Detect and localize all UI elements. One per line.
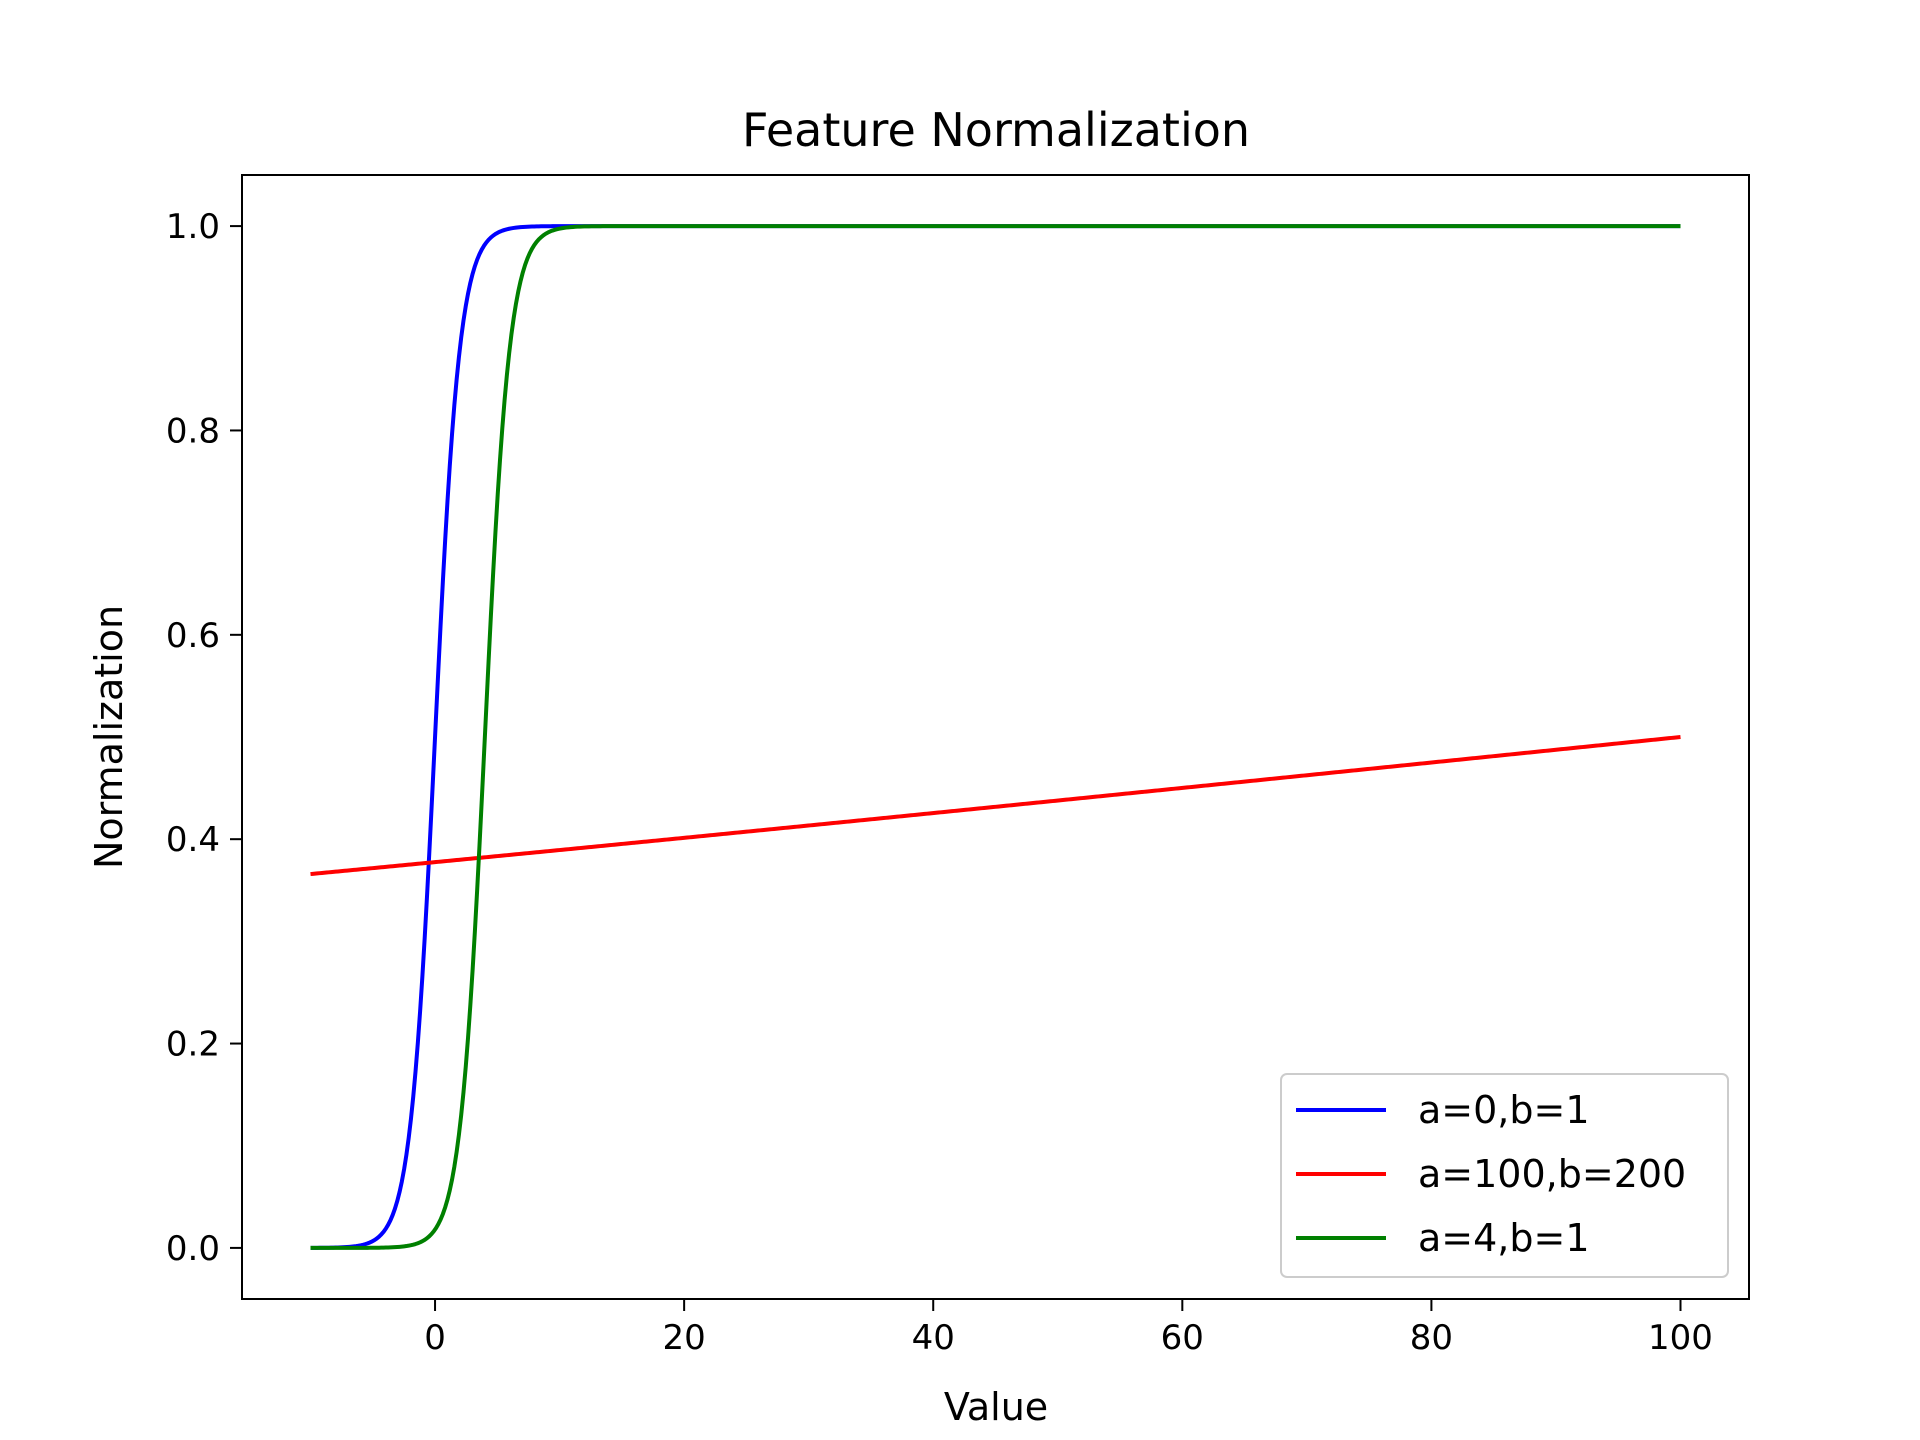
x-axis-label: Value <box>944 1385 1048 1429</box>
y-axis-label: Normalization <box>87 605 131 869</box>
legend: a=0,b=1 a=100,b=200 a=4,b=1 <box>1280 1073 1729 1278</box>
x-tick-label: 100 <box>1648 1318 1713 1358</box>
series-line-2 <box>310 735 1681 877</box>
y-tick-label: 0.0 <box>166 1229 220 1269</box>
x-tick-label: 0 <box>424 1318 446 1358</box>
legend-label-3: a=4,b=1 <box>1418 1216 1590 1260</box>
series-line-3 <box>310 224 1681 1250</box>
plot-frame <box>241 174 1750 1300</box>
x-tick-label: 40 <box>912 1318 955 1358</box>
y-axis-ticks: 0.0 0.2 0.4 0.6 0.8 1.0 <box>166 207 242 1269</box>
legend-box <box>1280 1073 1729 1278</box>
y-tick-label: 1.0 <box>166 207 220 247</box>
legend-label-1: a=0,b=1 <box>1418 1088 1590 1132</box>
chart-title: Feature Normalization <box>742 103 1250 157</box>
series-lines <box>310 224 1681 1250</box>
y-tick-label: 0.6 <box>166 616 220 656</box>
y-tick-label: 0.4 <box>166 820 220 860</box>
x-axis-ticks: 0 20 40 60 80 100 <box>424 1299 1713 1358</box>
y-tick-label: 0.8 <box>166 411 220 451</box>
x-tick-label: 80 <box>1410 1318 1453 1358</box>
x-tick-label: 60 <box>1161 1318 1204 1358</box>
x-tick-label: 20 <box>663 1318 706 1358</box>
legend-label-2: a=100,b=200 <box>1418 1152 1686 1196</box>
y-tick-label: 0.2 <box>166 1025 220 1065</box>
